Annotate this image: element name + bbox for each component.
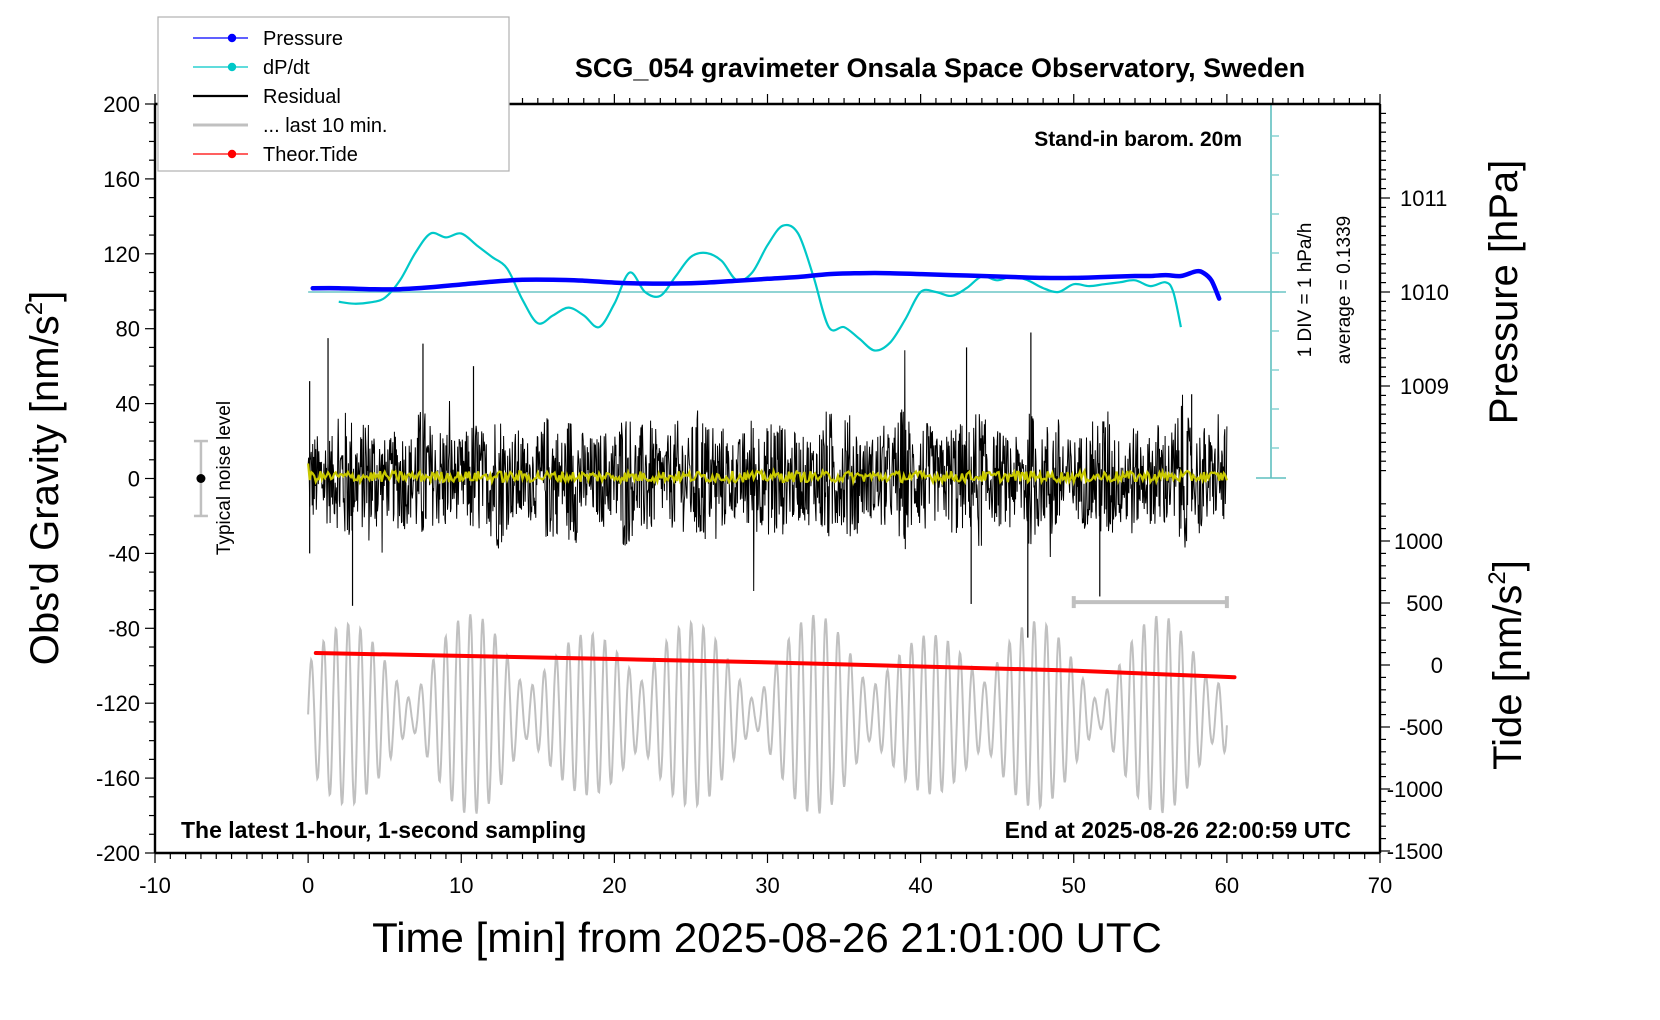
y-left-tick-label: -200 [96, 841, 140, 866]
legend-entry: Theor.Tide [193, 144, 358, 166]
theor-tide-series [313, 651, 1237, 680]
pressure-tick-label: 1009 [1400, 374, 1449, 399]
y-left-tick-label: 120 [103, 242, 140, 267]
average-note: average = 0.1339 [1334, 216, 1355, 364]
residual-line [307, 350, 1228, 592]
tide-tick-label: 500 [1406, 591, 1443, 616]
div-note: 1 DIV = 1 hPa/h [1295, 223, 1316, 358]
legend-label: Pressure [263, 28, 343, 50]
y-left-tick-label: 40 [116, 392, 140, 417]
barometer-note: Stand-in barom. 20m [1034, 128, 1242, 151]
last-10-min-series [307, 614, 1228, 814]
residual-smoothed-line [307, 463, 1228, 487]
y-left-tick-label: 0 [128, 467, 140, 492]
legend-label: Theor.Tide [263, 144, 358, 166]
y-left-axis-title-main: Obs'd Gravity [nm/s [23, 315, 67, 665]
legend-box [157, 16, 510, 172]
y-left-axis-title-close: ] [23, 291, 67, 302]
tide-tick-label: -1500 [1387, 839, 1443, 864]
dpdt-axis [308, 103, 1286, 479]
tide-tick-label: 1000 [1394, 529, 1443, 554]
legend-label: dP/dt [263, 57, 310, 79]
y-right-axis-ticks: 1011 1010 1009 1000 500 0 -500 -1000 -1500 [1380, 112, 1449, 864]
y-right-tide-title: Tide [nm/s2] [1484, 560, 1530, 770]
legend-label: ... last 10 min. [263, 115, 388, 137]
y-left-tick-label: 80 [116, 317, 140, 342]
tide-tick-label: -500 [1399, 715, 1443, 740]
residual-series [307, 332, 1228, 638]
pressure-tick-label: 1010 [1400, 280, 1449, 305]
legend-swatch-dot [227, 149, 237, 159]
x-tick-label: -10 [139, 873, 171, 898]
y-left-tick-label: 200 [103, 92, 140, 117]
chart-title: SCG_054 gravimeter Onsala Space Observat… [575, 53, 1305, 83]
noise-level-dot [196, 474, 206, 483]
y-left-tick-label: -80 [108, 616, 140, 641]
legend-label: Residual [263, 86, 341, 108]
y-left-tick-label: 160 [103, 167, 140, 192]
y-left-axis-title-sup: 2 [21, 302, 48, 315]
legend-entry: dP/dt [193, 57, 310, 79]
y-left-axis-ticks: 200 160 120 80 40 0 -40 -80 -120 -160 -200 [96, 92, 155, 866]
x-tick-label: 40 [908, 873, 932, 898]
y-left-tick-label: -120 [96, 691, 140, 716]
bottom-left-note: The latest 1-hour, 1-second sampling [181, 817, 586, 843]
x-axis-ticks: -10 0 10 20 30 40 50 60 70 [139, 94, 1392, 898]
x-tick-label: 60 [1215, 873, 1239, 898]
pressure-series [310, 268, 1222, 301]
dpdt-series [338, 223, 1182, 352]
legend-entry: Residual [193, 86, 341, 108]
annotations [193, 439, 1229, 609]
x-tick-label: 10 [449, 873, 473, 898]
y-left-tick-label: -40 [108, 541, 140, 566]
y-right-tide-title-close: ] [1486, 560, 1530, 571]
legend: Pressure dP/dt Residual ... last 10 min. The… [157, 16, 510, 172]
legend-swatch-dot [227, 33, 237, 43]
noise-level-label: Typical noise level [214, 401, 235, 555]
x-tick-label: 30 [755, 873, 779, 898]
x-tick-label: 20 [602, 873, 626, 898]
pressure-line [310, 268, 1222, 301]
theor-tide-line [313, 651, 1237, 680]
legend-entry: Pressure [193, 28, 343, 50]
y-right-tide-title-main: Tide [nm/s [1486, 585, 1530, 770]
x-tick-label: 50 [1062, 873, 1086, 898]
legend-swatch-dot [227, 62, 237, 72]
x-axis-title: Time [min] from 2025-08-26 21:01:00 UTC [372, 914, 1162, 961]
y-left-tick-label: -160 [96, 766, 140, 791]
dpdt-line [338, 223, 1182, 352]
x-tick-label: 0 [302, 873, 314, 898]
tide-tick-label: 0 [1431, 653, 1443, 678]
residual-smoothed-series [307, 463, 1228, 487]
tide-tick-label: -1000 [1387, 777, 1443, 802]
pressure-tick-label: 1011 [1400, 186, 1447, 211]
y-right-tide-title-sup: 2 [1484, 571, 1511, 584]
legend-entry: ... last 10 min. [193, 115, 388, 137]
y-left-axis-title: Obs'd Gravity [nm/s2] [21, 291, 67, 665]
bottom-right-note: End at 2025-08-26 22:00:59 UTC [1005, 817, 1351, 843]
x-tick-label: 70 [1368, 873, 1392, 898]
y-right-pressure-title: Pressure [hPa] [1482, 160, 1526, 425]
last-10-min-line [307, 614, 1228, 814]
